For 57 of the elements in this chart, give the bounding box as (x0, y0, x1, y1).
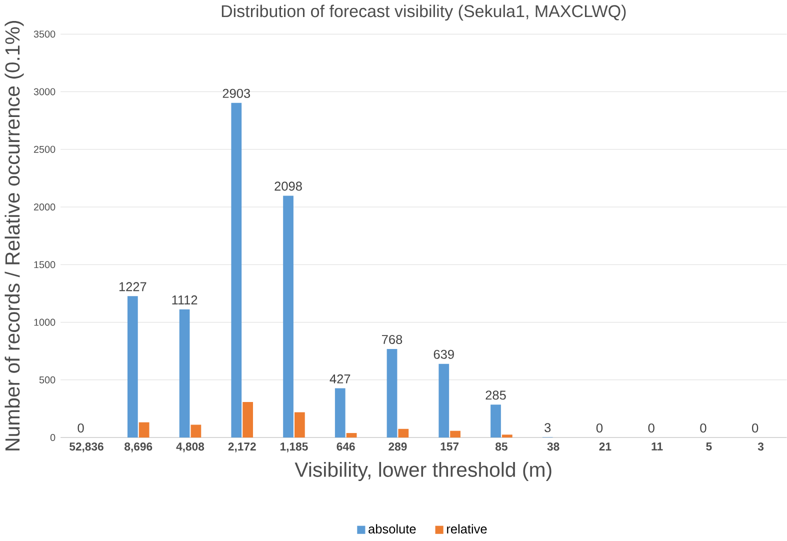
chart-title: Distribution of forecast visibility (Sekula1, MAXCLWQ) (222, 4, 626, 20)
y-tick-label: 1500 (34, 261, 56, 268)
bar (502, 434, 512, 438)
bar (283, 196, 294, 438)
bar (190, 424, 202, 438)
bar (450, 430, 460, 438)
bar (490, 404, 501, 438)
x-tick-label: 52,836 (70, 442, 104, 452)
y-tick-label: 500 (39, 376, 56, 384)
data-label: 0 (78, 423, 84, 432)
y-axis-title: Number of records / Relative occurrence (0.1%) (4, 20, 24, 450)
x-tick-label: 11 (652, 442, 663, 450)
bar (346, 432, 357, 438)
data-label: 1227 (119, 282, 146, 291)
bar (138, 422, 150, 438)
legend-label: relative (447, 524, 487, 534)
data-label: 768 (382, 334, 402, 344)
data-label: 3 (544, 423, 551, 432)
bar (334, 388, 346, 438)
bar (179, 309, 190, 438)
y-tick-label: 3500 (34, 30, 56, 38)
data-label: 427 (330, 374, 350, 384)
data-label: 0 (648, 423, 654, 432)
y-tick-label: 0 (50, 434, 56, 441)
x-tick-label: 289 (388, 442, 407, 450)
x-tick-label: 2,172 (228, 442, 256, 452)
data-label: 2098 (274, 182, 302, 191)
x-tick-label: 157 (440, 442, 459, 450)
x-tick-label: 38 (547, 442, 560, 450)
x-tick-label: 3 (758, 442, 764, 450)
y-tick-label: 3000 (34, 88, 56, 96)
x-tick-label: 4,808 (176, 442, 204, 452)
bar (231, 102, 242, 438)
legend-label: absolute (368, 524, 416, 534)
data-label: 639 (434, 350, 454, 359)
bar (398, 428, 409, 438)
data-label: 0 (700, 423, 706, 432)
x-tick-label: 85 (496, 442, 508, 450)
x-tick-label: 8,696 (124, 442, 152, 452)
y-tick-label: 1000 (34, 318, 56, 326)
data-label: 0 (596, 423, 603, 432)
x-tick-label: 646 (336, 442, 355, 450)
y-tick-label: 2000 (34, 203, 56, 210)
data-label: 2903 (222, 88, 250, 98)
bar (127, 296, 138, 438)
bar (438, 364, 450, 438)
bar (386, 348, 398, 438)
x-axis-title: Visibility, lower threshold (m) (294, 462, 552, 481)
bar (242, 402, 253, 438)
x-tick-label: 1,185 (280, 442, 308, 452)
x-tick-label: 21 (599, 442, 612, 450)
bar (294, 412, 305, 438)
data-label: 1112 (172, 295, 198, 304)
data-label: 285 (486, 390, 506, 400)
y-tick-label: 2500 (34, 146, 56, 153)
data-label: 0 (752, 423, 758, 432)
x-tick-label: 5 (706, 442, 712, 450)
